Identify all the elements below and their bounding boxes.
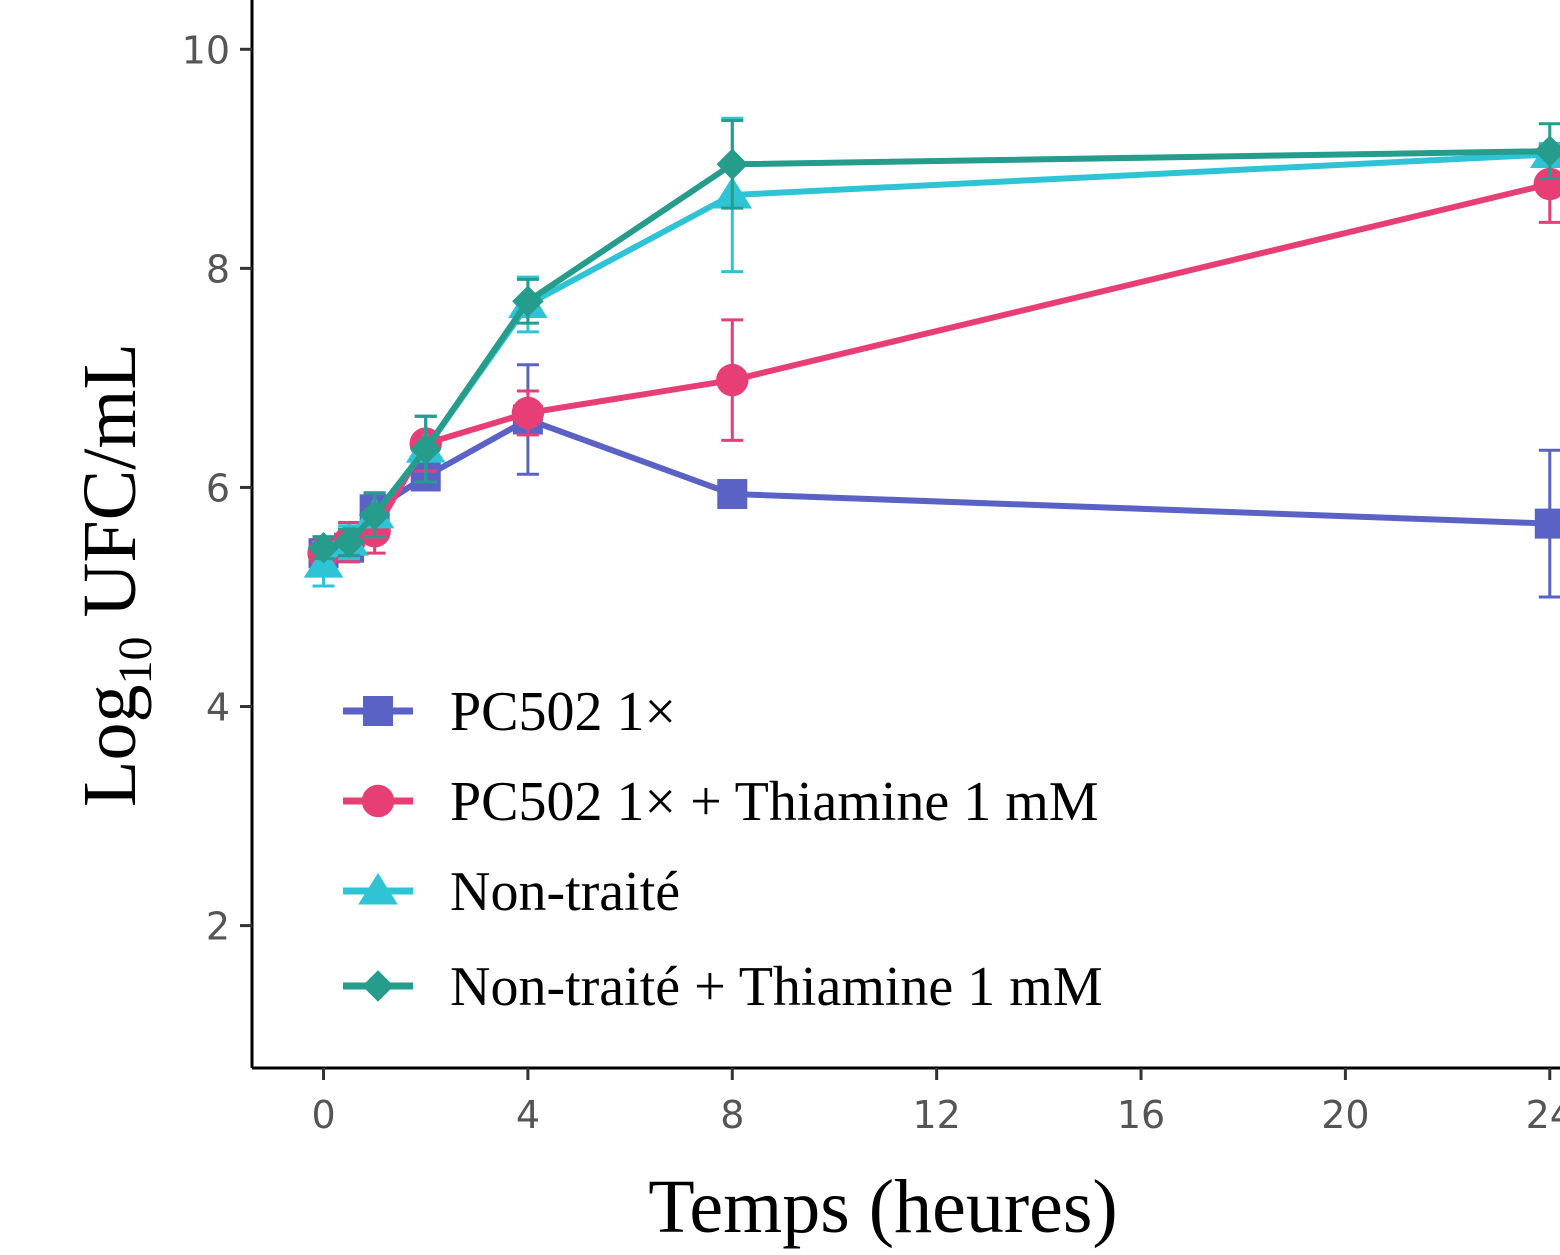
- data-point: [1533, 167, 1560, 201]
- legend-item: Non-traité + Thiamine 1 mM: [343, 956, 1103, 1018]
- data-point: [409, 433, 442, 465]
- y-tick-label: 4: [206, 686, 230, 730]
- y-axis-title-rest: UFC/mL: [68, 343, 152, 637]
- x-axis-title: Temps (heures): [648, 1165, 1118, 1249]
- legend: PC502 1× PC502 1× + Thiamine 1 mM Non-trai…: [343, 681, 1103, 1018]
- x-tick-label: 20: [1321, 1093, 1369, 1137]
- axes: 24681004812162024: [182, 0, 1560, 1137]
- y-tick-label: 10: [182, 28, 230, 72]
- series-line: [322, 148, 1550, 551]
- y-axis-title-main: Log: [68, 685, 152, 807]
- legend-label: PC502 1×: [450, 681, 676, 743]
- series-1: [308, 363, 1560, 599]
- legend-key-marker: [363, 696, 393, 726]
- data-point: [716, 148, 749, 181]
- data-point: [307, 531, 340, 564]
- x-tick-label: 12: [912, 1093, 960, 1137]
- data-point: [716, 363, 749, 397]
- legend-item: Non-traité: [343, 861, 680, 923]
- series-layer: [303, 116, 1560, 599]
- legend-label: Non-traité + Thiamine 1 mM: [450, 956, 1103, 1018]
- data-point: [333, 526, 365, 558]
- data-point: [511, 396, 545, 430]
- y-tick-label: 8: [206, 247, 230, 291]
- legend-key-marker: [362, 970, 394, 1002]
- x-tick-label: 4: [516, 1093, 540, 1137]
- legend-item: PC502 1× + Thiamine 1 mM: [343, 771, 1099, 833]
- data-point: [512, 285, 544, 317]
- legend-item: PC502 1×: [343, 681, 676, 743]
- legend-key-marker: [358, 873, 398, 905]
- legend-label: Non-traité: [450, 861, 680, 923]
- series-line: [322, 181, 1551, 556]
- data-point: [717, 479, 748, 510]
- x-tick-label: 24: [1526, 1093, 1560, 1137]
- x-tick-label: 16: [1117, 1093, 1165, 1137]
- y-axis-title: Log10 UFC/mL: [68, 343, 162, 807]
- y-axis-title-subscript: 10: [109, 637, 162, 685]
- legend-key-marker: [361, 784, 395, 818]
- data-point: [1534, 508, 1560, 539]
- series-line: [322, 416, 1550, 557]
- x-tick-label: 0: [311, 1093, 335, 1137]
- series-4: [307, 118, 1560, 564]
- series-2: [307, 144, 1560, 572]
- data-point: [1534, 135, 1560, 167]
- data-point: [358, 499, 391, 531]
- legend-label: PC502 1× + Thiamine 1 mM: [450, 771, 1099, 833]
- y-tick-label: 6: [206, 466, 230, 510]
- y-tick-label: 2: [206, 905, 230, 949]
- x-tick-label: 8: [720, 1093, 744, 1137]
